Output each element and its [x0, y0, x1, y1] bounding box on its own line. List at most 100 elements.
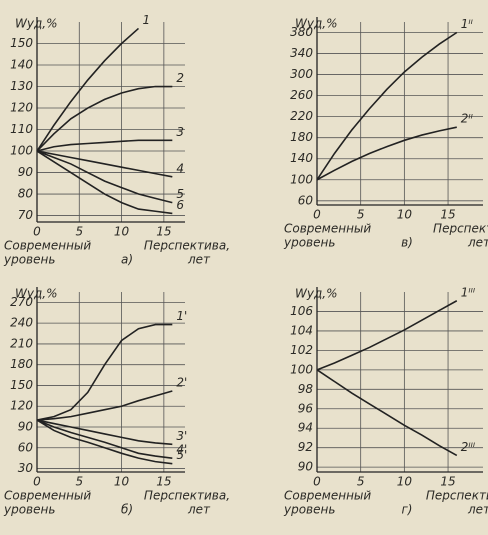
panel-label: а) — [121, 253, 133, 267]
x-axis-label: Перспектива, — [144, 239, 230, 253]
curve-label: 1ᴵᴵᴵ — [461, 285, 475, 299]
curve — [316, 300, 458, 371]
curve — [36, 27, 140, 152]
curve — [36, 150, 173, 204]
x-tick-label: 5 — [357, 475, 365, 489]
y-tick-label: 60 — [18, 440, 34, 454]
y-tick-label: 140 — [290, 151, 313, 165]
x-axis-label: лет — [467, 236, 488, 250]
x-tick-label: 15 — [440, 475, 455, 489]
x-axis-label: уровень — [283, 503, 335, 517]
y-tick-label: 90 — [298, 460, 314, 474]
y-tick-label: 300 — [290, 67, 313, 81]
x-axis-label: лет — [187, 503, 211, 517]
y-tick-label: 120 — [10, 399, 33, 413]
curve-label: 2ᴵᴵ — [461, 112, 473, 126]
curve-label: 2ᴵᴵᴵ — [461, 440, 475, 454]
y-tick-label: 100 — [10, 144, 33, 158]
y-axis-label: Wуд,% — [295, 17, 337, 31]
x-axis-label: уровень — [283, 236, 335, 250]
y-tick-label: 240 — [10, 316, 33, 330]
y-tick-label: 150 — [10, 378, 33, 392]
y-tick-label: 180 — [290, 130, 313, 144]
x-tick-label: 0 — [313, 475, 321, 489]
y-tick-label: 102 — [290, 343, 313, 357]
y-tick-label: 340 — [290, 46, 313, 60]
y-axis-label: Wуд,% — [15, 17, 57, 31]
x-tick-label: 5 — [75, 225, 83, 239]
curve-label: 3 — [176, 125, 184, 139]
x-axis-label: уровень — [3, 503, 55, 517]
y-axis-label: Wуд,% — [15, 287, 57, 301]
x-tick-label: 10 — [397, 208, 413, 222]
curve — [316, 31, 458, 181]
curve-label: 1' — [176, 309, 187, 323]
curve-label: 4 — [176, 161, 184, 175]
x-axis-label: Перспекти — [433, 222, 488, 236]
x-tick-label: 0 — [33, 225, 41, 239]
x-tick-label: 15 — [156, 225, 171, 239]
y-tick-label: 96 — [298, 401, 314, 415]
x-axis-label: уровень — [3, 253, 55, 267]
x-tick-label: 15 — [156, 475, 171, 489]
x-axis-label: Современный — [4, 239, 91, 253]
x-axis-label: Современный — [284, 489, 371, 503]
y-tick-label: 60 — [298, 193, 314, 207]
curve — [36, 390, 173, 421]
y-tick-label: 100 — [290, 172, 313, 186]
panel-label: г) — [402, 503, 413, 517]
curve-label: 1ᴵᴵ — [461, 17, 473, 31]
curve-label: 4' — [176, 443, 187, 457]
y-tick-label: 130 — [10, 79, 33, 93]
panel-label: в) — [401, 236, 413, 250]
y-tick-label: 100 — [290, 362, 313, 376]
y-tick-label: 70 — [18, 208, 34, 222]
y-tick-label: 30 — [18, 461, 34, 475]
x-axis-label: Перспектива, — [144, 489, 230, 503]
y-tick-label: 90 — [18, 165, 34, 179]
x-tick-label: 10 — [397, 475, 413, 489]
curve — [36, 150, 173, 215]
y-tick-label: 80 — [18, 187, 34, 201]
x-axis-label: Современный — [284, 222, 371, 236]
curve-label: 5 — [176, 187, 184, 201]
y-tick-label: 104 — [290, 323, 313, 337]
curve — [36, 419, 173, 465]
y-tick-label: 94 — [298, 421, 313, 435]
curve-label: 3' — [176, 429, 187, 443]
curve-label: 5' — [176, 448, 187, 462]
y-tick-label: 260 — [290, 88, 313, 102]
y-tick-label: 106 — [290, 304, 313, 318]
x-axis-label: Современный — [4, 489, 91, 503]
y-tick-label: 140 — [10, 58, 33, 72]
y-tick-label: 270 — [10, 295, 33, 309]
y-tick-label: 150 — [10, 36, 33, 50]
x-tick-label: 0 — [313, 208, 321, 222]
x-axis-label: лет — [187, 253, 211, 267]
x-tick-label: 10 — [114, 225, 130, 239]
x-tick-label: 10 — [114, 475, 130, 489]
x-axis-label: лет — [467, 503, 488, 517]
y-tick-label: 380 — [290, 25, 313, 39]
y-tick-label: 92 — [298, 440, 313, 454]
y-tick-label: 210 — [10, 336, 33, 350]
y-tick-label: 110 — [10, 122, 33, 136]
curve — [36, 323, 173, 421]
x-axis-label: Перспектива — [426, 489, 488, 503]
x-tick-label: 0 — [33, 475, 41, 489]
curve — [36, 85, 173, 152]
y-tick-label: 220 — [290, 109, 313, 123]
x-tick-label: 5 — [357, 208, 365, 222]
curve — [36, 419, 173, 459]
y-axis-label: Wуд,% — [295, 287, 337, 301]
curve-label: 2 — [176, 71, 184, 85]
y-tick-label: 180 — [10, 357, 33, 371]
y-tick-label: 98 — [298, 382, 314, 396]
curve-label: 2' — [176, 376, 187, 390]
curve — [36, 150, 173, 178]
x-tick-label: 15 — [440, 208, 455, 222]
curve-label: 1 — [142, 13, 150, 27]
y-tick-label: 90 — [18, 420, 34, 434]
curve — [36, 139, 173, 152]
